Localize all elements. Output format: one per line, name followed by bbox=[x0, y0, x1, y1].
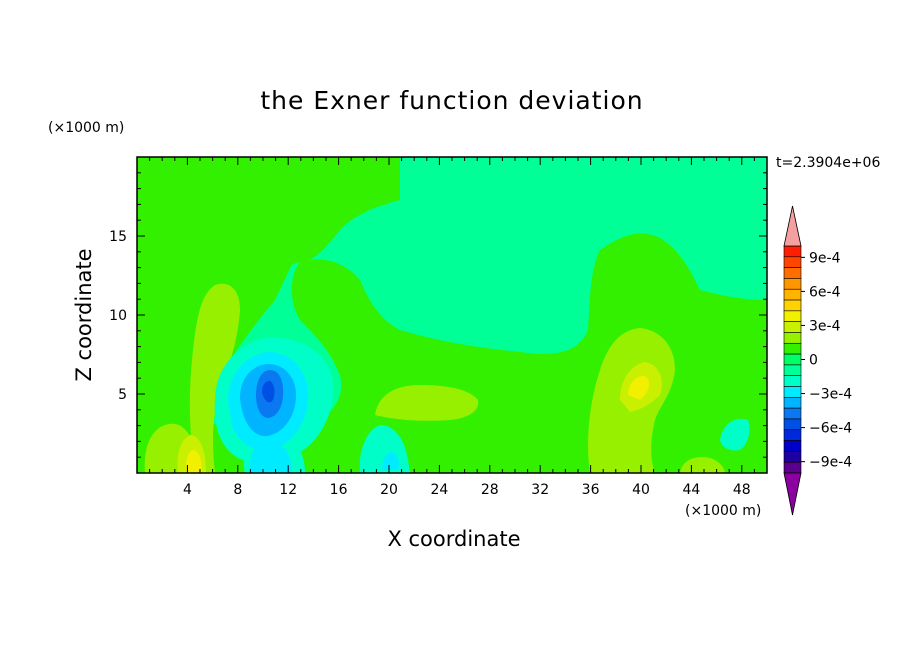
colorbar-label: 6e-4 bbox=[809, 284, 841, 300]
x-tick-label: 32 bbox=[531, 482, 549, 498]
colorbar-swatch bbox=[783, 299, 802, 312]
colorbar-swatch bbox=[783, 375, 802, 387]
x-axis-unit: (×1000 m) bbox=[685, 503, 762, 519]
colorbar-label: 9e-4 bbox=[809, 250, 841, 266]
colorbar-swatch bbox=[783, 310, 802, 322]
colorbar-swatch bbox=[783, 288, 802, 301]
x-tick-label: 40 bbox=[632, 482, 650, 498]
colorbar-label: 0 bbox=[809, 353, 818, 369]
colorbar-swatch bbox=[783, 321, 802, 333]
x-tick-label: 4 bbox=[183, 482, 192, 498]
colorbar-swatch bbox=[783, 267, 802, 279]
y-axis-unit: (×1000 m) bbox=[48, 120, 125, 136]
contour-left-ridge bbox=[189, 283, 240, 473]
colorbar-label: −9e-4 bbox=[809, 455, 852, 471]
x-tick-label: 48 bbox=[733, 482, 751, 498]
contour-central-band bbox=[375, 385, 479, 421]
colorbar-swatch bbox=[783, 451, 802, 463]
x-tick-label: 16 bbox=[330, 482, 348, 498]
contour-vortex-center bbox=[262, 380, 275, 403]
x-tick-label: 36 bbox=[582, 482, 600, 498]
y-axis: 5 10 15 bbox=[109, 172, 767, 458]
contour-right-peak bbox=[628, 375, 650, 400]
colorbar-swatch bbox=[783, 364, 802, 377]
contour-right-edge bbox=[720, 418, 750, 451]
contour-bump-45 bbox=[685, 227, 701, 255]
colorbar-swatch bbox=[783, 342, 802, 355]
colorbar-swatch bbox=[783, 461, 802, 474]
colorbar-swatch bbox=[783, 332, 802, 344]
colorbar-swatch bbox=[783, 386, 802, 398]
x-tick-label: 24 bbox=[430, 482, 448, 498]
y-tick-label: 15 bbox=[109, 229, 127, 245]
colorbar-swatch bbox=[783, 429, 802, 441]
x-axis: 4 8 12 16 20 24 28 32 36 40 44 48 bbox=[149, 157, 755, 498]
colorbar-swatch bbox=[783, 353, 802, 366]
y-tick-label: 5 bbox=[118, 387, 127, 403]
colorbar-under-arrow bbox=[783, 472, 802, 516]
colorbar: 9e-4 6e-4 3e-4 0 −3e-4 −6e-4 −9e-4 bbox=[783, 205, 852, 516]
x-tick-label: 28 bbox=[481, 482, 499, 498]
colorbar-label: −3e-4 bbox=[809, 387, 852, 403]
colorbar-swatch bbox=[783, 397, 802, 409]
colorbar-swatch bbox=[783, 440, 802, 452]
x-tick-label: 12 bbox=[279, 482, 297, 498]
chart-title: the Exner function deviation bbox=[260, 86, 644, 115]
colorbar-swatch bbox=[783, 256, 802, 268]
x-tick-label: 20 bbox=[380, 482, 398, 498]
contour-upper-right bbox=[207, 157, 767, 439]
x-tick-label: 44 bbox=[682, 482, 700, 498]
contour-field bbox=[137, 157, 767, 473]
contour-pocket-20-core bbox=[382, 452, 399, 470]
colorbar-swatch bbox=[783, 407, 802, 420]
x-tick-label: 8 bbox=[233, 482, 242, 498]
contour-upper-left bbox=[137, 157, 400, 300]
colorbar-over-arrow bbox=[783, 205, 802, 247]
contour-left-peak bbox=[185, 450, 202, 473]
colorbar-label: −6e-4 bbox=[809, 421, 852, 437]
colorbar-swatch bbox=[783, 418, 802, 431]
colorbar-label: 3e-4 bbox=[809, 318, 841, 334]
x-axis-label: X coordinate bbox=[387, 527, 521, 551]
contour-vortex-stem bbox=[249, 442, 292, 473]
y-tick-label: 10 bbox=[109, 308, 127, 324]
colorbar-swatch bbox=[783, 245, 802, 258]
colorbar-swatch bbox=[783, 278, 802, 290]
time-label: t=2.3904e+06 bbox=[776, 155, 881, 171]
